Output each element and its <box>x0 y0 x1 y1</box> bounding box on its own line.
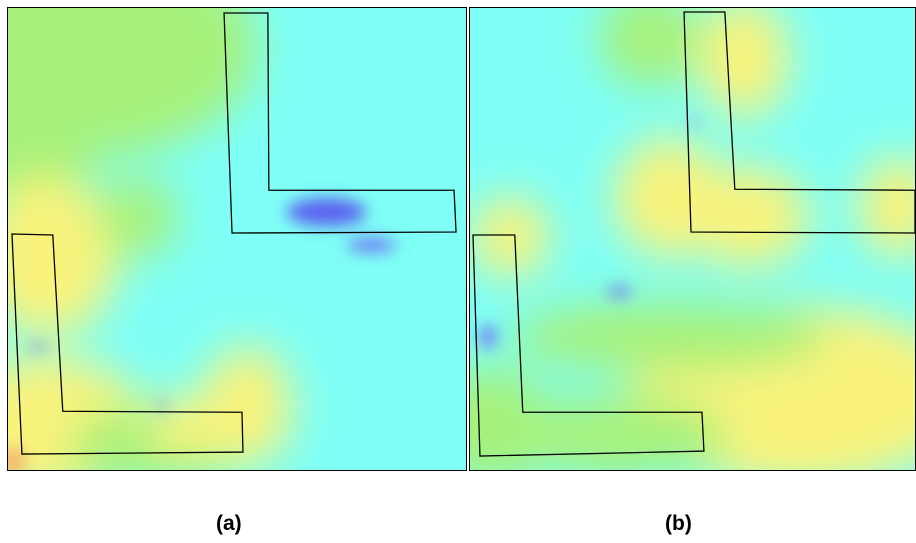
heatmap-a-svg <box>8 8 466 470</box>
heatmap-b-svg <box>470 8 915 470</box>
heatmap-panel-b <box>469 7 916 471</box>
low-value-spots <box>8 198 397 470</box>
field-blobs <box>8 8 292 470</box>
field-blobs <box>470 8 915 470</box>
caption-a: (a) <box>216 512 242 535</box>
low-value-spots <box>479 119 699 349</box>
heatmap-panel-a <box>7 7 467 471</box>
caption-b: (b) <box>665 512 692 535</box>
l-shape-lower <box>11 233 244 455</box>
l-shape-upper <box>223 12 457 234</box>
l-shape-lower <box>472 234 705 457</box>
l-shape-upper <box>683 11 915 234</box>
